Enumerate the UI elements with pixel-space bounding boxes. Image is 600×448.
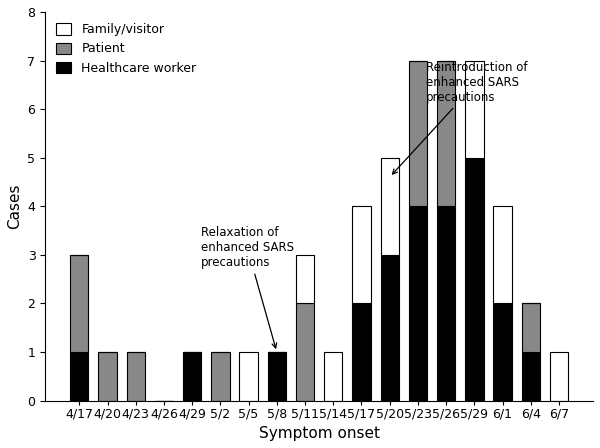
Bar [352, 303, 371, 401]
Bar [465, 158, 484, 401]
Bar [409, 60, 427, 206]
Bar [380, 158, 399, 255]
Bar [550, 352, 568, 401]
Bar [70, 352, 88, 401]
Bar [211, 352, 230, 401]
Bar [183, 352, 202, 401]
Bar [70, 255, 88, 352]
Bar [296, 303, 314, 401]
Bar [239, 352, 258, 401]
Text: Relaxation of
enhanced SARS
precautions: Relaxation of enhanced SARS precautions [200, 226, 293, 348]
Text: Reintroduction of
enhanced SARS
precautions: Reintroduction of enhanced SARS precauti… [392, 60, 528, 174]
Y-axis label: Cases: Cases [7, 184, 22, 229]
Bar [127, 352, 145, 401]
Bar [380, 255, 399, 401]
Bar [465, 60, 484, 158]
Bar [98, 352, 116, 401]
X-axis label: Symptom onset: Symptom onset [259, 426, 380, 441]
Bar [437, 206, 455, 401]
Bar [493, 206, 512, 303]
Legend: Family/visitor, Patient, Healthcare worker: Family/visitor, Patient, Healthcare work… [52, 18, 202, 80]
Bar [493, 303, 512, 401]
Bar [268, 352, 286, 401]
Bar [352, 206, 371, 303]
Bar [521, 352, 540, 401]
Bar [296, 255, 314, 303]
Bar [521, 303, 540, 352]
Bar [437, 60, 455, 206]
Bar [409, 206, 427, 401]
Bar [324, 352, 343, 401]
